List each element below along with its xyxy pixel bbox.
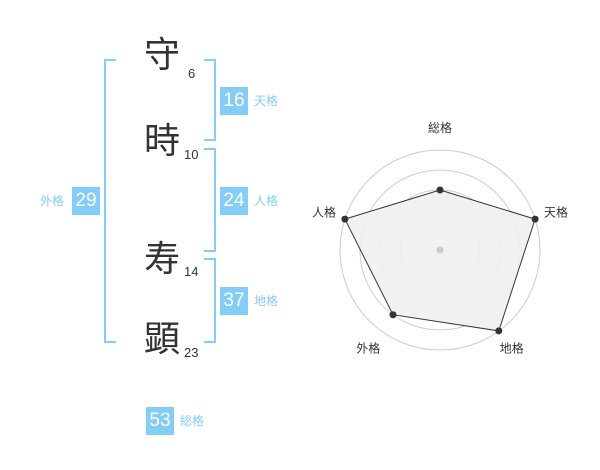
stroke-count-1: 6 — [188, 66, 196, 81]
radar-ring — [339, 149, 541, 351]
name-char-3: 寿 — [143, 239, 180, 280]
radar-point — [436, 186, 444, 194]
stroke-count-3: 14 — [184, 264, 199, 279]
radar-axis-label: 外格 — [356, 341, 380, 356]
soukaku-label: 総格 — [180, 414, 205, 428]
radar-point — [495, 327, 503, 335]
gaikaku-label: 外格 — [40, 194, 65, 208]
tenkaku-label: 天格 — [254, 94, 279, 108]
radar-axis-label: 地格 — [500, 341, 524, 356]
radar-area — [344, 189, 536, 332]
radar-axis-label: 天格 — [544, 204, 568, 219]
name-char-4: 顕 — [143, 319, 180, 360]
chikaku-bracket — [204, 258, 216, 343]
soukaku-value: 53 — [146, 407, 174, 435]
radar-axis-label: 総格 — [428, 120, 452, 135]
chikaku-label: 地格 — [254, 294, 279, 308]
stroke-count-2: 10 — [184, 147, 199, 162]
tenkaku-bracket — [204, 59, 216, 141]
chikaku-value: 37 — [220, 287, 248, 315]
jinkaku-bracket — [204, 148, 216, 252]
jinkaku-value: 24 — [220, 187, 248, 215]
stroke-count-4: 23 — [184, 345, 199, 360]
jinkaku-label: 人格 — [254, 194, 279, 208]
radar-point — [531, 215, 539, 223]
radar-point — [389, 311, 397, 319]
radar-point — [341, 215, 349, 223]
radar-center — [436, 246, 444, 254]
name-char-1: 守 — [143, 35, 180, 76]
radar-axis-label: 人格 — [312, 204, 336, 219]
gaikaku-bracket — [104, 59, 116, 343]
gaikaku-value: 29 — [72, 187, 100, 215]
name-char-2: 時 — [143, 121, 180, 162]
tenkaku-value: 16 — [220, 87, 248, 115]
